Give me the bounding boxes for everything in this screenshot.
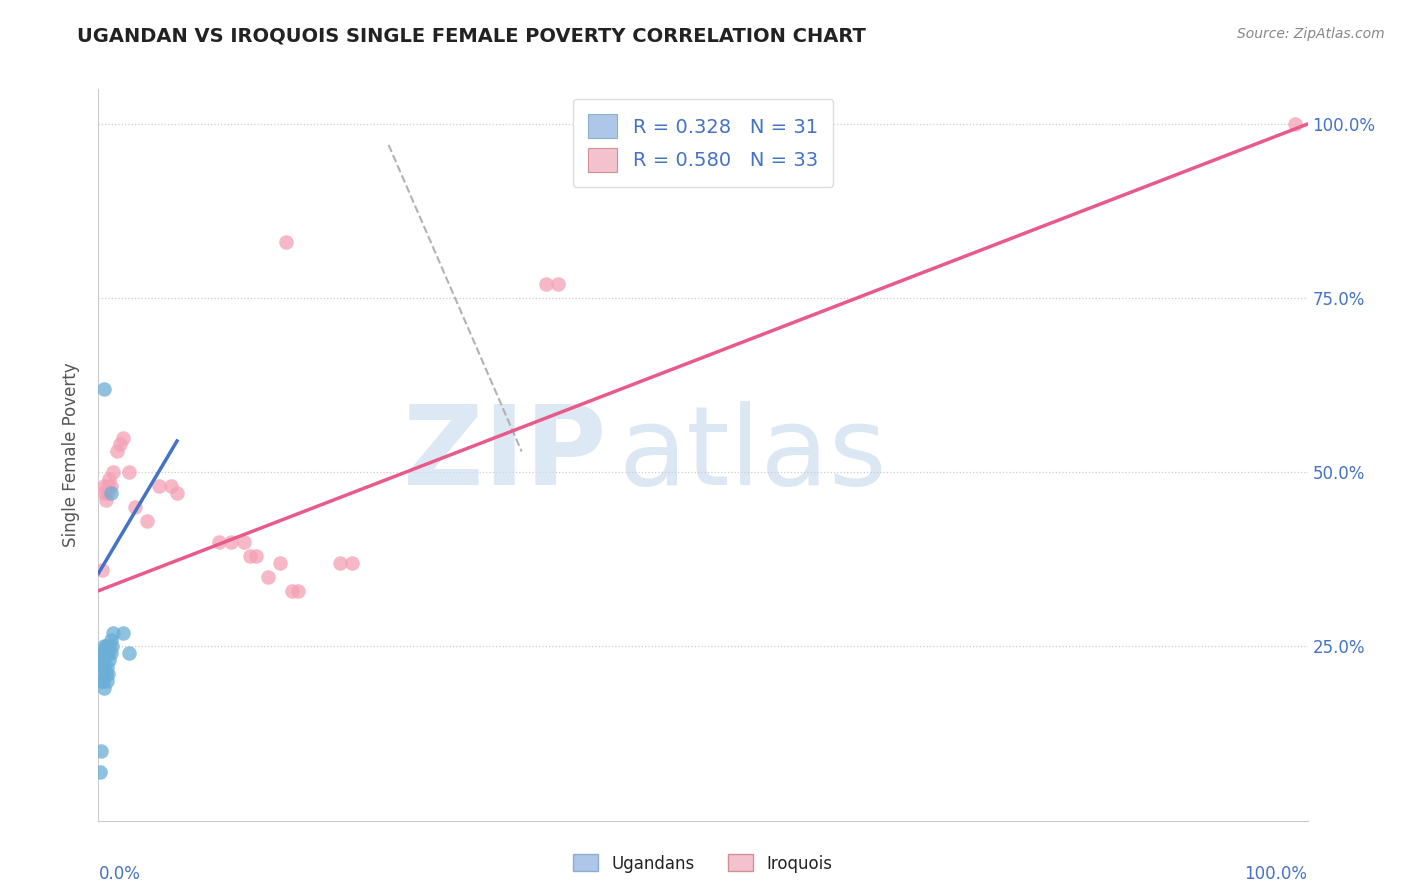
Text: ZIP: ZIP <box>404 401 606 508</box>
Point <box>100 647 122 661</box>
Point <box>111 625 134 640</box>
Point <box>94 647 117 661</box>
Point <box>148 479 170 493</box>
Point <box>281 583 304 598</box>
Legend: Ugandans, Iroquois: Ugandans, Iroquois <box>567 847 839 880</box>
Point <box>93 647 115 661</box>
Point <box>97 479 120 493</box>
Point <box>124 500 146 515</box>
Point <box>90 744 112 758</box>
Point <box>108 437 131 451</box>
Point <box>93 486 115 500</box>
Text: atlas: atlas <box>619 401 887 508</box>
Point <box>94 640 117 654</box>
Point <box>96 660 118 674</box>
Point <box>118 647 141 661</box>
Point <box>93 640 115 654</box>
Point <box>97 647 120 661</box>
Point <box>93 479 115 493</box>
Point <box>91 653 114 667</box>
Point <box>91 653 114 667</box>
Point <box>101 625 124 640</box>
Point <box>100 486 122 500</box>
Point <box>100 632 122 647</box>
Point <box>93 382 115 396</box>
Text: 100.0%: 100.0% <box>1244 864 1308 882</box>
Text: 0.0%: 0.0% <box>98 864 141 882</box>
Point <box>93 681 115 696</box>
Point <box>98 472 121 486</box>
Point <box>111 430 134 444</box>
Point <box>160 479 183 493</box>
Point <box>208 535 231 549</box>
Point <box>90 674 112 689</box>
Point <box>94 493 117 508</box>
Point <box>221 535 243 549</box>
Point <box>89 764 111 779</box>
Point <box>96 640 118 654</box>
Point <box>274 235 297 250</box>
Point <box>91 674 114 689</box>
Point <box>91 647 114 661</box>
Legend: R = 0.328   N = 31, R = 0.580   N = 33: R = 0.328 N = 31, R = 0.580 N = 33 <box>572 99 834 187</box>
Point <box>534 277 557 292</box>
Point <box>96 486 118 500</box>
Point <box>97 667 120 681</box>
Point <box>94 667 117 681</box>
Point <box>98 640 121 654</box>
Point <box>118 466 141 480</box>
Point <box>256 570 278 584</box>
Point <box>101 466 124 480</box>
Text: UGANDAN VS IROQUOIS SINGLE FEMALE POVERTY CORRELATION CHART: UGANDAN VS IROQUOIS SINGLE FEMALE POVERT… <box>77 27 866 45</box>
Point <box>232 535 254 549</box>
Point <box>329 556 352 570</box>
Point <box>105 444 128 458</box>
Point <box>287 583 309 598</box>
Point <box>93 660 115 674</box>
Point <box>100 640 122 654</box>
Point <box>342 556 364 570</box>
Point <box>245 549 267 563</box>
Point <box>269 556 291 570</box>
Point <box>547 277 569 292</box>
Point <box>91 660 114 674</box>
Y-axis label: Single Female Poverty: Single Female Poverty <box>62 363 80 547</box>
Point <box>91 563 114 577</box>
Point <box>98 653 121 667</box>
Point <box>239 549 262 563</box>
Point <box>1284 117 1306 131</box>
Point <box>100 479 122 493</box>
Point <box>166 486 188 500</box>
Point <box>96 674 118 689</box>
Point <box>91 667 114 681</box>
Text: Source: ZipAtlas.com: Source: ZipAtlas.com <box>1237 27 1385 41</box>
Point <box>135 514 157 528</box>
